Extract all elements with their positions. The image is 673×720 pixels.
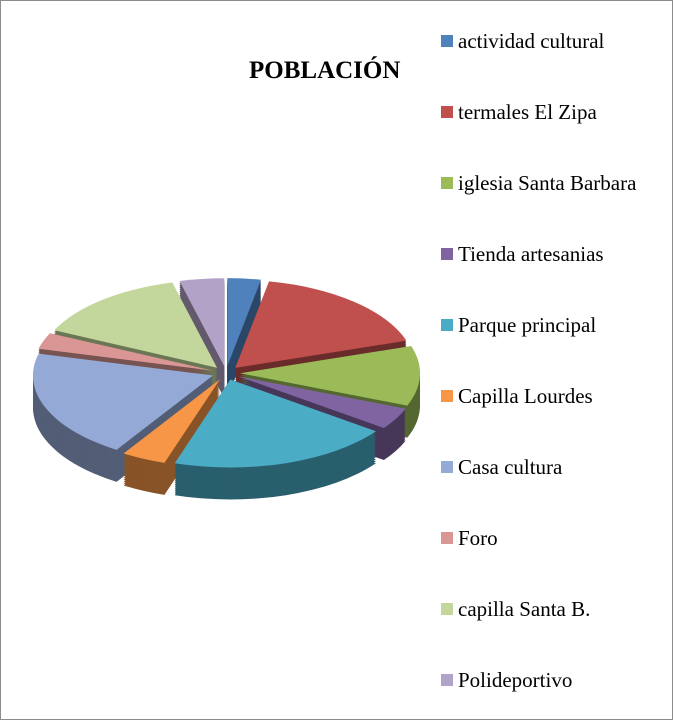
legend-label: Polideportivo [458,668,573,692]
legend-label: termales El Zipa [458,100,597,124]
legend-label: capilla Santa B. [458,597,591,621]
slice [238,376,406,429]
legend-swatch [441,390,453,402]
legend-entry: Parque principal [441,313,666,338]
slice [174,379,376,468]
legend-entry: Tienda artesanias [441,242,666,267]
legend-label: actividad cultural [458,29,605,53]
legend-swatch [441,248,453,260]
legend-entry: Capilla Lourdes [441,384,666,409]
legend-label: Parque principal [458,313,597,337]
slice [54,282,218,368]
legend-entry: capilla Santa B. [441,597,666,622]
legend-entry: actividad cultural [441,29,666,54]
legend-swatch [441,674,453,686]
legend-entry: Foro [441,526,666,551]
slice [239,346,420,406]
legend-entry: Casa cultura [441,455,666,480]
legend-swatch [441,532,453,544]
legend-swatch [441,319,453,331]
legend-swatch [441,603,453,615]
legend-label: Foro [458,526,498,550]
legend-label: Capilla Lourdes [458,384,593,408]
slice [123,379,221,463]
slice [32,353,213,450]
slice [179,278,225,367]
legend-swatch [441,35,453,47]
legend-label: iglesia Santa Barbara [458,171,637,195]
legend-swatch [441,461,453,473]
legend-entry: Polideportivo [441,668,666,693]
legend-entry: termales El Zipa [441,100,666,125]
slice [235,281,407,368]
legend-label: Casa cultura [458,455,563,479]
slice [227,278,262,367]
legend-entry: iglesia Santa Barbara [441,171,666,196]
chart-title: POBLACIÓN [249,57,401,84]
legend-label: Tienda artesanias [458,242,604,266]
legend-swatch [441,177,453,189]
slice [38,333,213,371]
legend-swatch [441,106,453,118]
